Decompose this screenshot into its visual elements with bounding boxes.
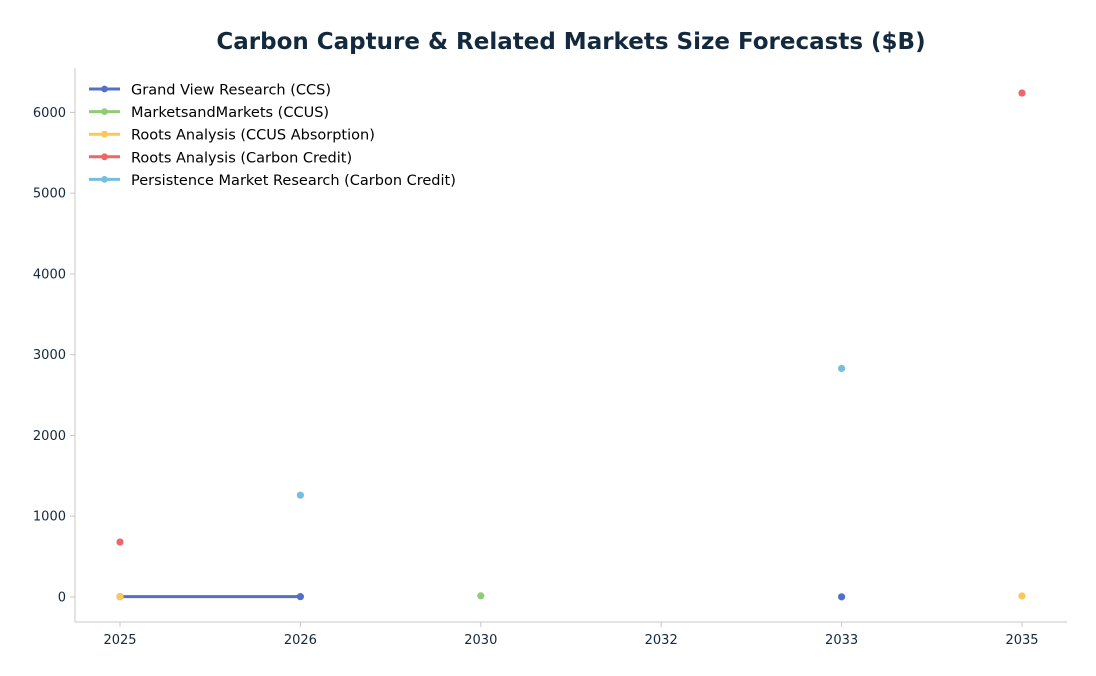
legend-item: Persistence Market Research (Carbon Cred… <box>89 173 456 189</box>
legend-label: Grand View Research (CCS) <box>131 83 331 99</box>
legend-label: Persistence Market Research (Carbon Cred… <box>131 173 456 189</box>
legend: Grand View Research (CCS) MarketsandMarke… <box>89 83 456 189</box>
x-tick-label: 2030 <box>464 633 497 648</box>
x-tick-label: 2026 <box>284 633 317 648</box>
legend-swatch-marker <box>101 176 108 183</box>
plot-area <box>116 89 1026 601</box>
x-tick-label: 2035 <box>1005 633 1038 648</box>
data-point <box>116 538 124 546</box>
series-4 <box>296 364 846 499</box>
y-tick-label: 3000 <box>33 348 66 363</box>
x-tick-label: 2032 <box>645 633 678 648</box>
legend-item: MarketsandMarkets (CCUS) <box>89 105 329 121</box>
data-point <box>296 593 304 601</box>
y-tick-label: 2000 <box>33 429 66 444</box>
y-axis: 0 1000 2000 3000 4000 5000 6000 <box>33 106 75 605</box>
y-tick-label: 5000 <box>33 187 66 202</box>
series-3 <box>116 89 1026 546</box>
legend-item: Roots Analysis (CCUS Absorption) <box>89 128 375 144</box>
data-point <box>838 364 846 373</box>
y-tick-label: 6000 <box>33 106 66 121</box>
data-point <box>116 593 124 601</box>
y-tick-label: 0 <box>58 590 66 605</box>
series-1 <box>477 592 485 600</box>
legend-swatch-marker <box>101 130 108 138</box>
legend-swatch-marker <box>101 85 108 93</box>
data-point <box>838 593 846 601</box>
x-tick-label: 2033 <box>825 633 858 648</box>
legend-label: Roots Analysis (CCUS Absorption) <box>131 128 375 144</box>
x-tick-label: 2025 <box>103 633 136 648</box>
legend-item: Grand View Research (CCS) <box>89 83 331 99</box>
legend-item: Roots Analysis (Carbon Credit) <box>89 150 352 166</box>
x-axis: 2025 2026 2030 2032 2033 2035 <box>103 622 1039 648</box>
y-tick-label: 1000 <box>33 510 66 525</box>
data-point <box>296 491 304 499</box>
legend-label: Roots Analysis (Carbon Credit) <box>131 150 352 166</box>
y-tick-label: 4000 <box>33 267 66 282</box>
data-point <box>1018 592 1026 600</box>
chart-title: Carbon Capture & Related Markets Size Fo… <box>216 29 925 55</box>
data-point <box>477 592 485 600</box>
legend-swatch-marker <box>101 153 108 161</box>
legend-label: MarketsandMarkets (CCUS) <box>131 105 329 121</box>
series-2 <box>116 592 1026 601</box>
legend-swatch-marker <box>101 108 108 115</box>
data-point <box>1018 89 1026 97</box>
